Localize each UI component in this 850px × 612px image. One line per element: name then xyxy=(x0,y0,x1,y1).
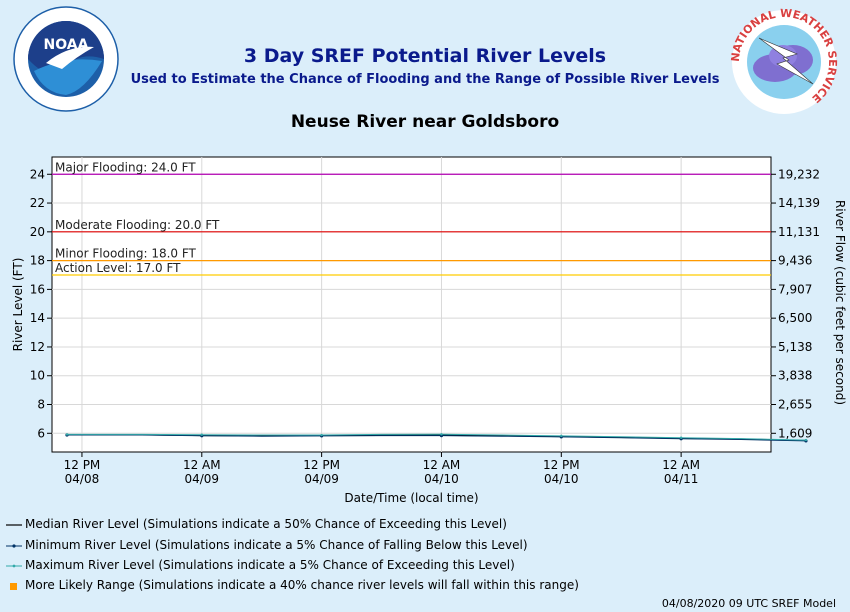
threshold-label: Minor Flooding: 18.0 FT xyxy=(55,247,197,261)
series-point xyxy=(804,438,808,442)
plot-background xyxy=(51,156,772,453)
gauge-name: Neuse River near Goldsboro xyxy=(290,112,560,132)
y2-tick-label: 6,500 xyxy=(778,311,812,325)
threshold-label: Moderate Flooding: 20.0 FT xyxy=(55,218,220,232)
y2-tick-label: 2,655 xyxy=(778,398,812,412)
y2-tick-label: 11,131 xyxy=(778,225,820,239)
y2-tick-label: 5,138 xyxy=(778,340,812,354)
x-tick-date: 04/11 xyxy=(664,472,699,486)
legend-range-label: More Likely Range (Simulations indicate … xyxy=(25,578,579,592)
x-tick-date: 04/09 xyxy=(304,472,339,486)
y-axis-label: River Level (FT) xyxy=(11,258,25,352)
series-point xyxy=(320,433,323,437)
x-tick-date: 04/10 xyxy=(544,472,579,486)
series-point xyxy=(560,434,563,438)
y2-tick-label: 14,139 xyxy=(778,196,820,210)
legend-minimum: Minimum River Level (Simulations indicat… xyxy=(6,537,528,553)
x-tick-date: 04/09 xyxy=(184,472,219,486)
legend-range: More Likely Range (Simulations indicate … xyxy=(6,577,579,593)
y-tick-label: 16 xyxy=(30,282,45,296)
x-tick-label: 12 AM xyxy=(423,458,461,472)
y-tick-label: 14 xyxy=(30,311,45,325)
y-tick-label: 10 xyxy=(30,369,45,383)
series-point xyxy=(200,433,203,436)
series-point xyxy=(679,436,683,439)
x-tick-date: 04/08 xyxy=(65,472,100,486)
legend-median: Median River Level (Simulations indicate… xyxy=(6,516,507,532)
x-axis-label: Date/Time (local time) xyxy=(344,491,478,505)
legend-median-label: Median River Level (Simulations indicate… xyxy=(25,517,507,531)
nws-logo-icon: NATIONAL WEATHER SERVICE xyxy=(729,8,839,114)
y-tick-label: 8 xyxy=(37,398,45,412)
page-title: 3 Day SREF Potential River Levels xyxy=(243,45,607,67)
y2-axis-label: River Flow (cubic feet per second) xyxy=(833,200,847,405)
y-tick-label: 24 xyxy=(30,167,45,181)
y2-tick-label: 19,232 xyxy=(778,167,820,181)
legend-maximum-label: Maximum River Level (Simulations indicat… xyxy=(25,558,515,572)
y-tick-label: 18 xyxy=(30,254,45,268)
legend-minimum-swatch xyxy=(6,543,22,548)
y2-tick-label: 7,907 xyxy=(778,282,812,296)
y-tick-label: 20 xyxy=(30,225,45,239)
x-tick-date: 04/10 xyxy=(424,472,459,486)
legend-minimum-label: Minimum River Level (Simulations indicat… xyxy=(25,538,528,552)
legend-range-swatch xyxy=(10,582,17,590)
legend-maximum: Maximum River Level (Simulations indicat… xyxy=(6,557,515,573)
noaa-logo-text: NOAA xyxy=(44,37,89,53)
threshold-label: Action Level: 17.0 FT xyxy=(55,261,181,275)
y-tick-label: 6 xyxy=(37,426,45,440)
threshold-label: Major Flooding: 24.0 FT xyxy=(55,160,196,174)
series-point xyxy=(65,433,69,436)
legend-maximum-swatch xyxy=(6,564,22,567)
legend-median-swatch xyxy=(6,523,22,526)
y-tick-label: 22 xyxy=(30,196,45,210)
x-tick-label: 12 PM xyxy=(64,458,101,472)
y2-tick-label: 3,838 xyxy=(778,369,812,383)
y2-tick-label: 1,609 xyxy=(778,426,812,440)
model-timestamp: 04/08/2020 09 UTC SREF Model xyxy=(661,597,836,610)
noaa-logo-icon: NOAA xyxy=(13,6,119,112)
page-subtitle: Used to Estimate the Chance of Flooding … xyxy=(130,72,720,87)
x-tick-label: 12 AM xyxy=(662,458,700,472)
x-tick-label: 12 PM xyxy=(543,458,580,472)
y-tick-label: 12 xyxy=(30,340,45,354)
y2-tick-label: 9,436 xyxy=(778,254,812,268)
series-point xyxy=(440,433,443,436)
x-tick-label: 12 AM xyxy=(183,458,221,472)
x-tick-label: 12 PM xyxy=(303,458,340,472)
